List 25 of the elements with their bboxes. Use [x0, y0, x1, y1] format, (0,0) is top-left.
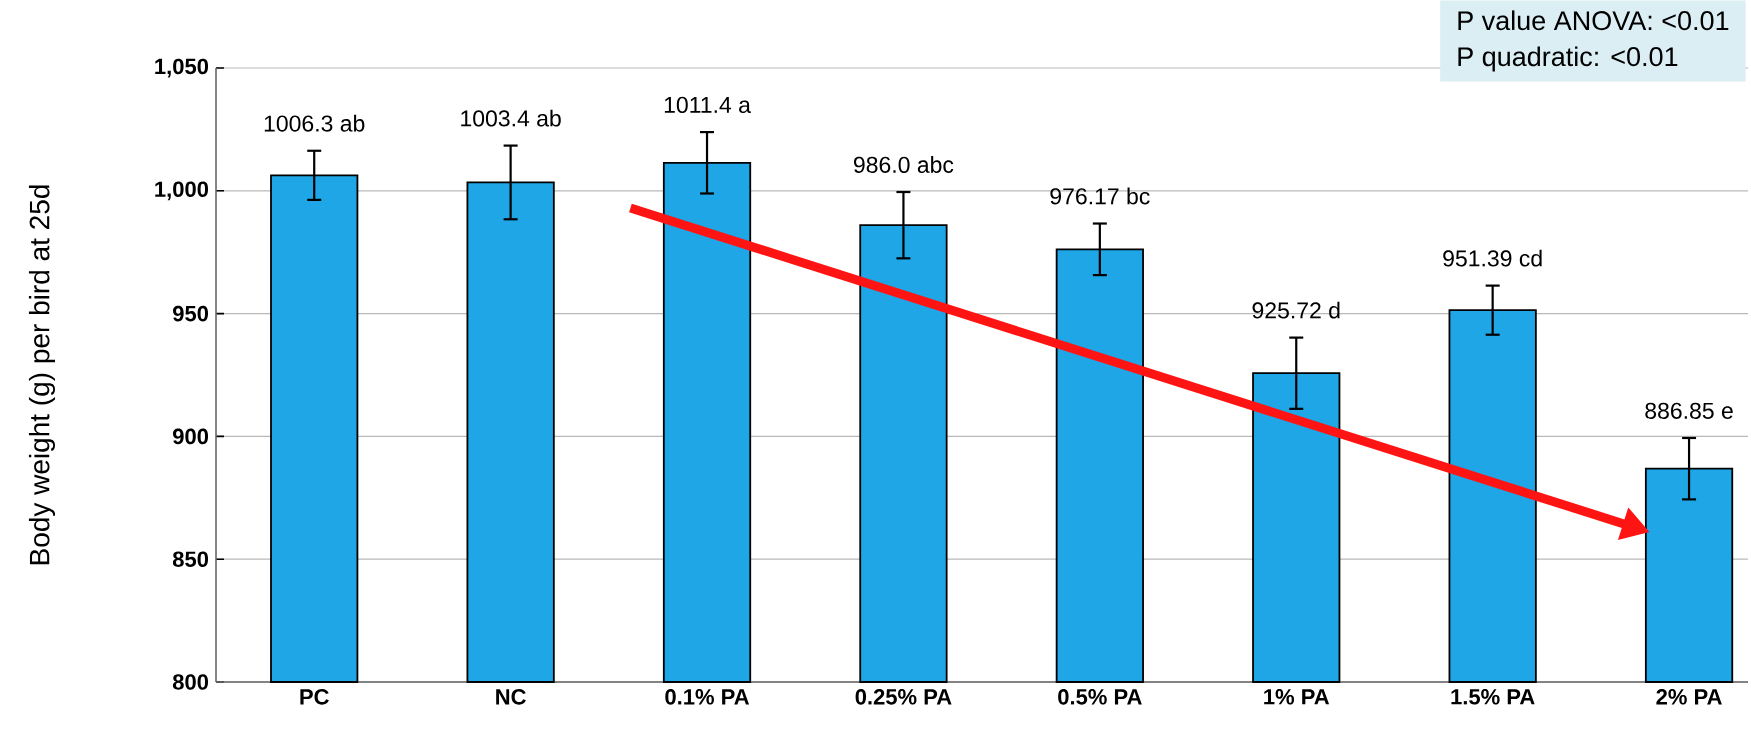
y-tick-label: 1,000 — [155, 181, 209, 201]
x-tick-label: 0.1% PA — [665, 689, 750, 705]
text: P value ANOVA: <0.01 — [1458, 10, 1729, 31]
x-tick-label: NC — [496, 689, 526, 705]
data-label: 986.0 abc — [853, 156, 954, 173]
y-tick-label: 950 — [172, 305, 209, 322]
annotation: P quadratic: <0.01 — [1458, 46, 1678, 72]
y-tick-label: 850 — [172, 551, 209, 567]
data-label: 1003.4 ab — [461, 109, 561, 127]
x-tick-label: 0.5% PA — [1058, 689, 1142, 705]
x-tick-label: 1% PA — [1264, 689, 1330, 705]
x-tick-label: 0.25% PA — [855, 689, 952, 705]
y-tick-label: 900 — [172, 428, 209, 445]
x-tick-label: 1.5% PA — [1451, 689, 1535, 705]
data-label: 1006.3 ab — [264, 114, 365, 132]
data-label: 1011.4 a — [664, 96, 751, 114]
y-axis-title: Body weight (g) per bird at 25d — [28, 185, 56, 565]
y-tick-label: 800 — [172, 674, 209, 690]
x-tick-label: 2% PA — [1656, 689, 1722, 705]
data-label: 976.17 bc — [1050, 187, 1150, 205]
data-label: 925.72 d — [1252, 301, 1340, 319]
y-tick-label: 1,050 — [155, 58, 209, 78]
data-label: 886.85 e — [1645, 402, 1733, 419]
data-label: 951.39 cd — [1443, 249, 1542, 267]
x-tick-label: PC — [300, 689, 329, 705]
